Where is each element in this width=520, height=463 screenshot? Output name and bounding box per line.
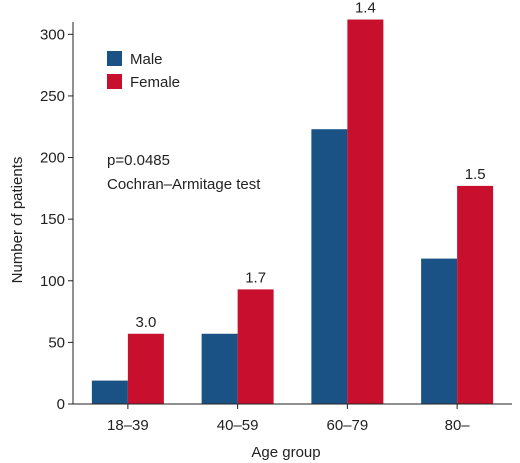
legend-label-male: Male	[130, 51, 163, 68]
y-tick-label: 300	[40, 26, 65, 43]
y-tick-label: 50	[48, 334, 65, 351]
bar-female-1	[127, 333, 164, 404]
y-tick-label: 100	[40, 273, 65, 290]
x-tick-label: 18–39	[107, 417, 149, 434]
test-name-annotation: Cochran–Armitage test	[107, 176, 261, 193]
legend-swatch-female	[107, 74, 122, 89]
legend-label-female: Female	[130, 74, 180, 91]
p-value-annotation: p=0.0485	[107, 152, 170, 169]
ratio-label: 1.7	[245, 269, 266, 286]
bar-female-3	[347, 19, 384, 404]
bar-female-2	[237, 289, 274, 404]
legend: Male Female	[107, 51, 180, 91]
bar-male-4	[421, 258, 458, 404]
y-axis-title: Number of patients	[9, 157, 26, 284]
bar-male-2	[201, 333, 238, 404]
x-axis-title: Age group	[251, 444, 320, 461]
x-tick-label: 80–	[445, 417, 471, 434]
plot-area: 3.0 1.7 1.4 1.5	[91, 0, 494, 404]
y-tick-label: 250	[40, 88, 65, 105]
ratio-label: 3.0	[135, 314, 156, 331]
x-tick-label: 40–59	[217, 417, 259, 434]
legend-swatch-male	[107, 51, 122, 66]
bar-male-3	[311, 129, 348, 404]
ratio-label: 1.5	[465, 166, 486, 183]
x-tick-label: 60–79	[327, 417, 369, 434]
bar-male-1	[91, 380, 128, 404]
y-axis: 0 50 100 150 200 250 300	[40, 22, 74, 413]
y-tick-label: 200	[40, 150, 65, 167]
ratio-label: 1.4	[355, 0, 376, 17]
y-tick-label: 150	[40, 211, 65, 228]
bar-female-4	[457, 185, 494, 404]
x-axis: 18–39 40–59 60–79 80–	[73, 403, 512, 434]
y-tick-label: 0	[57, 396, 65, 413]
